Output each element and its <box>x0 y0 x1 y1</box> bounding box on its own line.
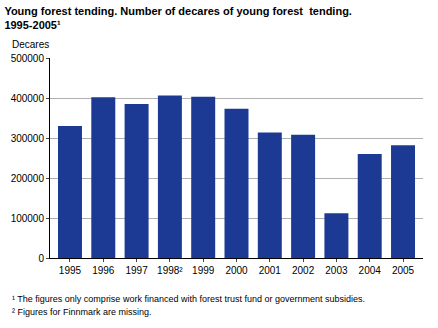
svg-text:1997: 1997 <box>125 265 148 276</box>
svg-text:2004: 2004 <box>359 265 382 276</box>
svg-text:1999: 1999 <box>192 265 215 276</box>
svg-text:500000: 500000 <box>11 53 45 64</box>
svg-text:Young forest tending. Number o: Young forest tending. Number of decares … <box>4 5 352 31</box>
svg-text:2003: 2003 <box>325 265 348 276</box>
svg-text:2005: 2005 <box>392 265 415 276</box>
svg-text:¹ The figures only comprise wo: ¹ The figures only comprise work finance… <box>12 294 365 304</box>
svg-text:300000: 300000 <box>11 133 45 144</box>
svg-text:2001: 2001 <box>259 265 282 276</box>
svg-text:1998²: 1998² <box>157 265 183 276</box>
svg-text:2000: 2000 <box>225 265 248 276</box>
svg-text:400000: 400000 <box>11 93 45 104</box>
svg-text:² Figures for Finnmark are mis: ² Figures for Finnmark are missing. <box>12 307 152 317</box>
svg-text:1996: 1996 <box>92 265 115 276</box>
svg-text:200000: 200000 <box>11 173 45 184</box>
svg-text:Decares: Decares <box>12 39 49 50</box>
svg-text:100000: 100000 <box>11 213 45 224</box>
svg-text:2002: 2002 <box>292 265 315 276</box>
svg-text:0: 0 <box>38 253 44 264</box>
svg-text:1995: 1995 <box>59 265 82 276</box>
